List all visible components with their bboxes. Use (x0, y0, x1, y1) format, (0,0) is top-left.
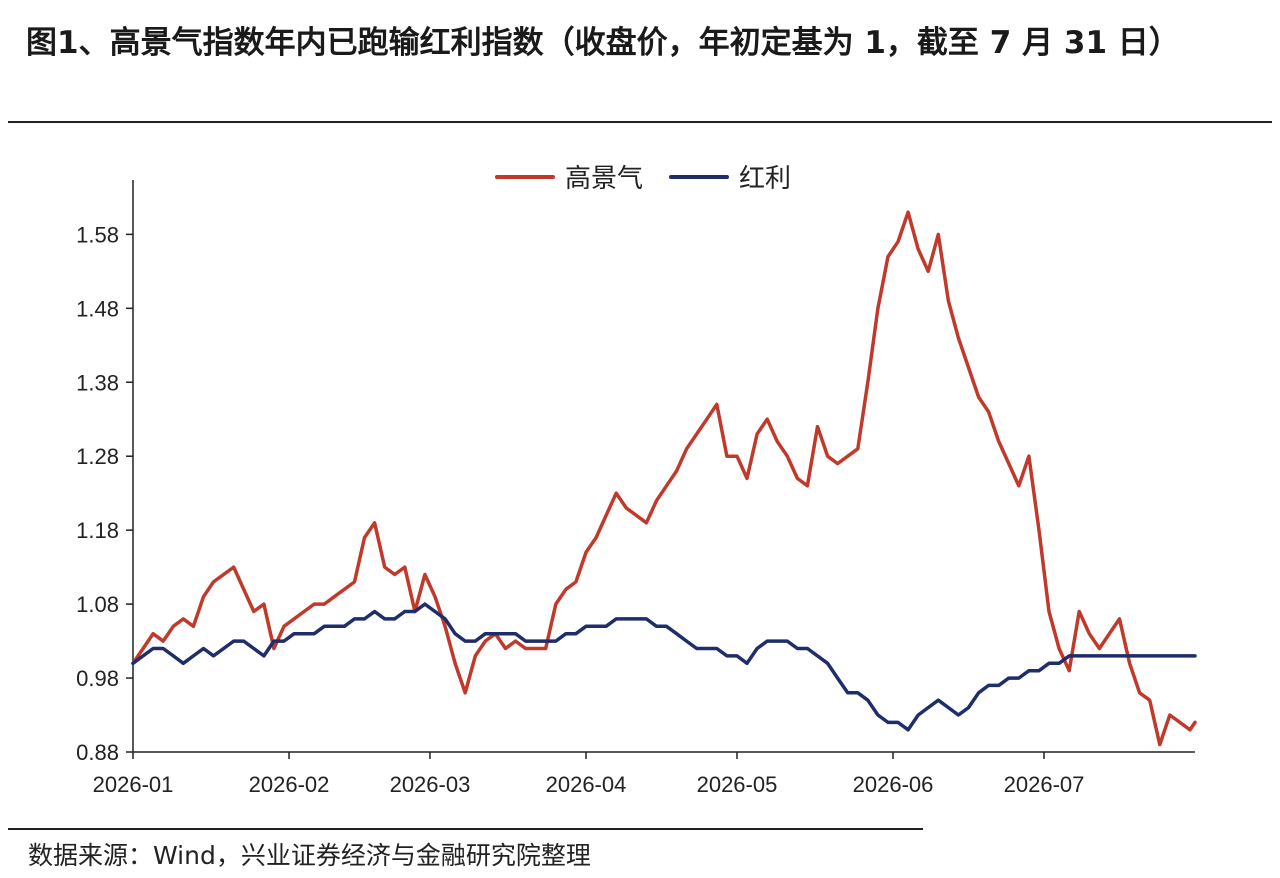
chart-legend: 高景气 红利 (495, 158, 791, 195)
series-line-dividend (131, 602, 1197, 732)
y-tick-label: 1.58 (76, 222, 119, 247)
y-tick-label: 0.98 (76, 666, 119, 691)
y-tick-label: 1.38 (76, 370, 119, 395)
y-tick-label: 1.08 (76, 592, 119, 617)
legend-swatch-high (495, 174, 555, 179)
x-tick-label: 2026-07 (1004, 772, 1085, 797)
legend-label-high: 高景气 (565, 164, 644, 194)
x-tick-label: 2026-03 (390, 772, 471, 797)
y-tick-label: 0.88 (76, 740, 119, 765)
legend-item-high: 高景气 (495, 158, 643, 195)
legend-item-dividend: 红利 (669, 158, 791, 195)
x-tick-label: 2026-04 (546, 772, 627, 797)
series-line-high-prosperity (131, 210, 1197, 747)
x-tick-label: 2026-01 (93, 772, 174, 797)
data-source-note: 数据来源：Wind，兴业证券经济与金融研究院整理 (28, 841, 591, 870)
title-divider (8, 121, 1272, 123)
y-tick-label: 1.48 (76, 296, 119, 321)
line-chart: 0.88 0.98 1.08 1.18 1.28 1.38 1.48 1.58 2026-01 2… (76, 180, 1197, 797)
x-tick-label: 2026-06 (853, 772, 934, 797)
legend-swatch-dividend (669, 174, 730, 179)
x-tick-label: 2026-05 (697, 772, 778, 797)
legend-label-dividend: 红利 (739, 164, 792, 194)
x-tick-label: 2026-02 (249, 772, 330, 797)
chart-title: 图1、高景气指数年内已跑输红利指数（收盘价，年初定基为 1，截至 7 月 31 … (26, 25, 1180, 61)
source-divider (8, 828, 923, 830)
y-tick-label: 1.18 (76, 518, 119, 543)
y-tick-label: 1.28 (76, 444, 119, 469)
